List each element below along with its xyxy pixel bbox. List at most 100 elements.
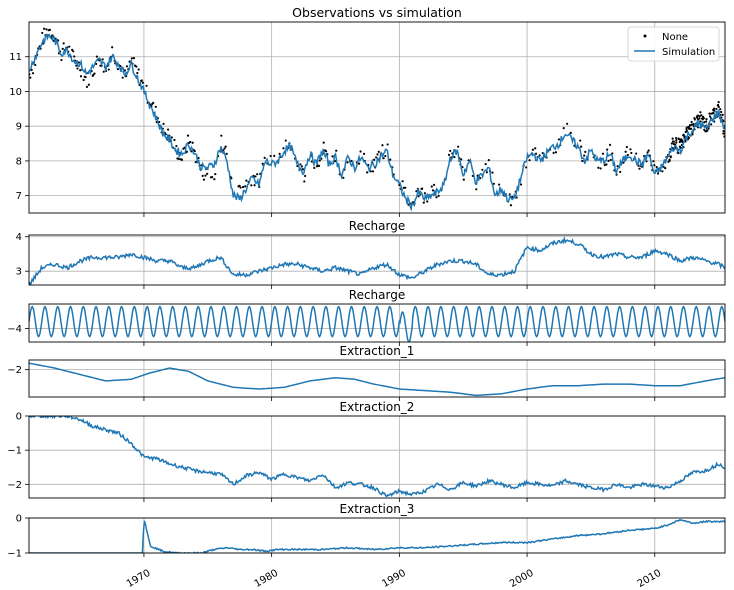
observation-point xyxy=(437,194,440,197)
observation-point xyxy=(534,152,538,155)
observation-point xyxy=(462,178,465,181)
observation-point xyxy=(125,65,129,68)
observation-point xyxy=(712,111,715,114)
observation-point xyxy=(317,164,321,167)
observation-point xyxy=(552,151,555,154)
observation-point xyxy=(331,155,334,158)
observation-point xyxy=(562,127,565,130)
y-tick-label: 0 xyxy=(16,412,22,423)
observation-point xyxy=(647,149,650,152)
observation-point xyxy=(638,167,641,170)
y-axis: 0 −1 −2 xyxy=(7,412,656,502)
observation-point xyxy=(453,156,456,159)
plot-area xyxy=(29,518,725,553)
observation-point xyxy=(720,110,723,114)
y-axis: 7 8 9 10 11 xyxy=(9,52,656,217)
legend-label: None xyxy=(662,32,688,43)
observation-point xyxy=(238,184,241,187)
observation-point xyxy=(386,143,389,146)
observation-point xyxy=(646,151,649,154)
axes-frame xyxy=(28,415,726,499)
observation-point xyxy=(672,140,676,143)
observation-point xyxy=(601,152,605,155)
observation-point xyxy=(358,162,361,165)
observation-point xyxy=(415,190,418,193)
observation-point xyxy=(581,159,584,163)
observation-point xyxy=(273,154,276,157)
observation-point xyxy=(675,141,678,144)
observation-point xyxy=(269,154,272,158)
observation-point xyxy=(373,158,376,161)
observation-point xyxy=(197,156,200,160)
observation-point xyxy=(189,140,192,144)
observation-point xyxy=(318,159,321,162)
y-tick-label: −2 xyxy=(7,480,22,491)
observation-point xyxy=(136,71,139,75)
observation-point xyxy=(313,166,316,170)
observation-point xyxy=(225,152,228,156)
observation-point xyxy=(629,148,632,151)
axes-frame xyxy=(28,359,726,398)
observation-point xyxy=(254,175,257,178)
y-tick-label: −2 xyxy=(7,365,22,376)
observation-point xyxy=(460,158,463,161)
observation-point xyxy=(191,141,194,144)
observation-point xyxy=(607,159,610,162)
observation-point xyxy=(371,170,375,173)
observation-point xyxy=(626,153,629,157)
observation-point xyxy=(708,112,711,115)
observation-point xyxy=(606,148,609,151)
observation-point xyxy=(140,79,143,82)
observation-point xyxy=(435,196,438,199)
observation-point xyxy=(263,156,266,160)
observation-point xyxy=(82,78,85,82)
observation-point xyxy=(381,144,384,147)
observation-point xyxy=(201,174,204,177)
observation-point xyxy=(557,138,561,141)
observation-point xyxy=(705,118,708,121)
observation-point xyxy=(158,120,161,124)
observation-point xyxy=(653,164,656,167)
observation-point xyxy=(579,139,582,142)
y-axis: −4 xyxy=(7,324,656,346)
observation-point xyxy=(622,161,625,164)
observation-point xyxy=(206,172,209,175)
observation-point xyxy=(583,154,586,157)
observation-point xyxy=(84,76,87,79)
observation-point xyxy=(204,174,207,177)
observation-point xyxy=(193,150,196,153)
observation-point xyxy=(712,107,716,110)
observation-point xyxy=(130,57,133,60)
observation-point xyxy=(699,111,702,114)
observation-point xyxy=(342,176,345,179)
observation-point xyxy=(683,135,686,138)
observation-point xyxy=(710,123,713,126)
observation-point xyxy=(111,46,114,49)
observation-point xyxy=(656,172,660,175)
series-line xyxy=(29,362,725,397)
observation-point xyxy=(703,128,706,131)
y-tick-label: 10 xyxy=(9,87,22,98)
observation-point xyxy=(652,160,655,163)
observation-point xyxy=(48,28,51,31)
plot-area xyxy=(29,235,725,285)
observation-point xyxy=(426,200,429,203)
observation-point xyxy=(303,180,306,183)
observation-point xyxy=(211,175,214,179)
observation-point xyxy=(185,150,189,153)
observation-point xyxy=(498,183,501,186)
observation-point xyxy=(431,189,435,192)
observation-point xyxy=(491,171,494,174)
observation-point xyxy=(145,84,148,87)
observation-point xyxy=(675,139,678,142)
observation-point xyxy=(335,149,338,152)
panel-1: Observations vs simulation 7 8 9 10 11 None Sim… xyxy=(9,5,726,217)
observation-point xyxy=(62,42,65,45)
observation-point xyxy=(214,172,217,176)
panel-title: Recharge xyxy=(349,288,405,302)
observation-point xyxy=(534,147,537,150)
observation-point xyxy=(376,153,379,156)
y-tick-label: 0 xyxy=(16,514,22,525)
observation-point xyxy=(278,152,281,156)
observation-point xyxy=(525,166,528,169)
